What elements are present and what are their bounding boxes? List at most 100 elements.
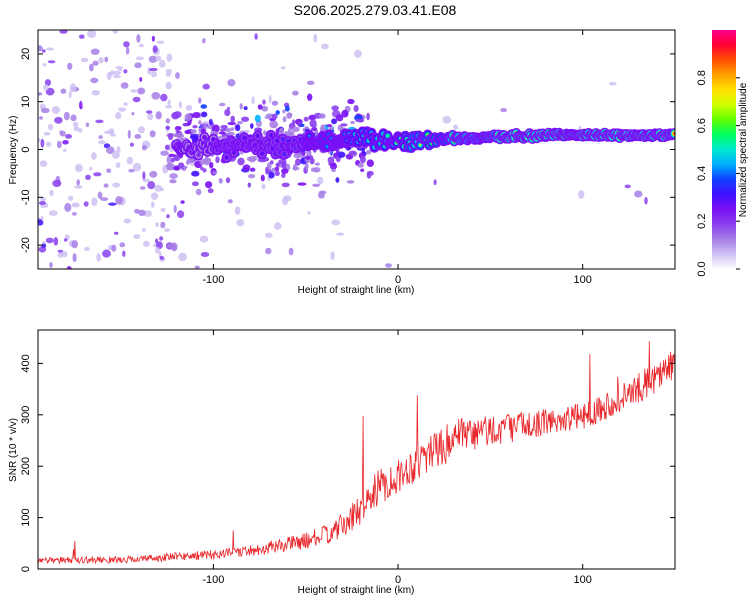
- spectrogram-energy-cell: [203, 157, 210, 166]
- spectrogram-noise-cell: [52, 179, 62, 188]
- spectrogram-noise-cell: [141, 145, 147, 151]
- spectrogram-energy-cell: [326, 124, 333, 128]
- spectrogram-noise-cell: [66, 266, 72, 269]
- snr-x-ticks: -100 0 100: [202, 330, 592, 586]
- spectrogram-noise-cell: [195, 188, 202, 196]
- spectrogram-noise-cell: [53, 237, 59, 246]
- spectrogram-energy-cell: [191, 170, 200, 177]
- spectrogram-noise-cell: [89, 63, 94, 72]
- spectrogram-energy-cell: [168, 133, 173, 141]
- spectrogram-energy-cell: [292, 119, 295, 126]
- spectrogram-noise-cell: [265, 232, 273, 238]
- spectrogram-noise-cell: [110, 133, 117, 137]
- spectrogram-noise-cell: [151, 35, 155, 42]
- spectrogram-noise-cell: [268, 94, 272, 104]
- spectrogram-noise-cell: [331, 219, 341, 226]
- snr-y-label: SNR (10 * v/v): [8, 418, 19, 482]
- spectrogram-noise-cell: [73, 126, 80, 132]
- spectrogram-noise-cell: [72, 212, 77, 216]
- spectrogram-noise-cell: [51, 106, 61, 114]
- spectrogram-noise-cell: [131, 112, 135, 116]
- spectrogram-energy-cell: [230, 115, 235, 124]
- spectrogram-noise-cell: [62, 140, 69, 145]
- spectrogram-energy-cell: [207, 188, 214, 194]
- spectrogram-energy-cell: [170, 157, 175, 163]
- spectrogram-energy-cell: [218, 131, 226, 135]
- spectrogram-noise-cell: [261, 183, 266, 190]
- spectrogram-noise-cell: [79, 34, 85, 39]
- y-tick-label: 20: [20, 48, 32, 60]
- spectrogram-noise-cell: [178, 101, 183, 109]
- spectrogram-energy-cell: [227, 199, 233, 204]
- spectrogram-noise-cell: [151, 201, 155, 208]
- spectrogram-energy-cell: [224, 109, 231, 117]
- spectrogram-energy-cell: [243, 106, 248, 111]
- x-tick-label: -100: [202, 274, 224, 286]
- spectrogram-energy-cell: [220, 128, 225, 132]
- spectrogram-ridge-cell: [326, 145, 329, 148]
- spectrogram-energy-cell: [318, 190, 327, 195]
- spectrogram-noise-cell: [125, 46, 130, 55]
- spectrogram-energy-cell: [275, 128, 280, 136]
- spectrogram-noise-cell: [71, 240, 78, 249]
- spectrogram-ridge-cell: [233, 151, 236, 154]
- spectrogram-noise-cell: [194, 265, 200, 269]
- spectrogram-noise-cell: [90, 48, 100, 55]
- spectrogram-noise-cell: [63, 111, 70, 121]
- spectrogram-energy-cell: [285, 105, 290, 112]
- spectrogram-energy-cell: [169, 179, 177, 184]
- spectrogram-energy-cell: [341, 109, 349, 118]
- spectrogram-energy-cell: [250, 123, 254, 129]
- spectrogram-energy-cell: [192, 112, 201, 119]
- spectrogram-noise-cell: [45, 141, 52, 147]
- spectrogram-noise-cell: [65, 134, 72, 139]
- spectrogram-energy-cell: [198, 120, 202, 125]
- spectrogram-energy-cell: [290, 131, 295, 135]
- spectrogram-energy-cell: [366, 149, 372, 155]
- spectrogram-noise-cell: [156, 40, 165, 44]
- spectrogram-noise-cell: [148, 55, 158, 63]
- spectrogram-noise-cell: [151, 92, 161, 100]
- spectrogram-energy-cell: [247, 182, 251, 188]
- spectrogram-noise-cell: [159, 256, 164, 260]
- spectrogram-energy-cell: [172, 133, 179, 137]
- spectrogram-energy-cell: [165, 118, 171, 124]
- spectrogram-energy-cell: [230, 127, 234, 131]
- spectrogram-noise-cell: [126, 156, 134, 165]
- spectrogram-energy-cell: [227, 106, 230, 110]
- spectrogram-energy-cell: [209, 161, 214, 169]
- spectrogram-energy-cell: [305, 156, 310, 160]
- spectrogram-energy-cell: [274, 166, 280, 172]
- spectrogram-noise-cell: [48, 123, 54, 131]
- spectrogram-energy-cell: [227, 131, 235, 136]
- spectrogram-noise-cell: [115, 196, 123, 205]
- spectrogram-noise-cell: [56, 140, 62, 149]
- snr-series-line: [38, 341, 675, 565]
- spectrogram-noise-cell: [155, 222, 159, 228]
- spectrogram-noise-cell: [133, 234, 141, 240]
- spectrogram-noise-cell: [185, 104, 193, 111]
- spectrogram-noise-cell: [42, 49, 46, 53]
- spectrogram-noise-cell: [165, 68, 172, 75]
- spectrogram-noise-cell: [354, 49, 362, 58]
- spectrogram-energy-cell: [203, 123, 207, 130]
- y-tick-label: 100: [20, 508, 32, 526]
- spectrogram-noise-cell: [67, 62, 73, 70]
- spectrogram-noise-cell: [112, 74, 122, 79]
- spectrogram-energy-cell: [286, 112, 293, 119]
- spectrogram-noise-cell: [219, 102, 226, 107]
- spectrogram-noise-cell: [104, 130, 113, 134]
- spectrogram-energy-cell: [175, 128, 179, 133]
- spectrogram-noise-cell: [60, 88, 67, 94]
- colorbar: 0.0 0.2 0.4 0.6 0.8 Normalized spectral ampl…: [696, 30, 749, 277]
- spectrogram-noise-cell: [155, 246, 160, 254]
- spectrogram-energy-cell: [294, 158, 302, 166]
- spectrogram-noise-cell: [202, 38, 206, 44]
- spectrogram-energy-cell: [330, 163, 337, 170]
- spectrogram-noise-cell: [248, 174, 256, 179]
- spectrogram-energy-cell: [299, 123, 305, 128]
- spectrogram-energy-cell: [361, 147, 365, 155]
- spectrogram-ridge-cell: [225, 156, 228, 159]
- spectrogram-noise-cell: [200, 252, 210, 257]
- spectrogram-noise-cell: [113, 231, 119, 235]
